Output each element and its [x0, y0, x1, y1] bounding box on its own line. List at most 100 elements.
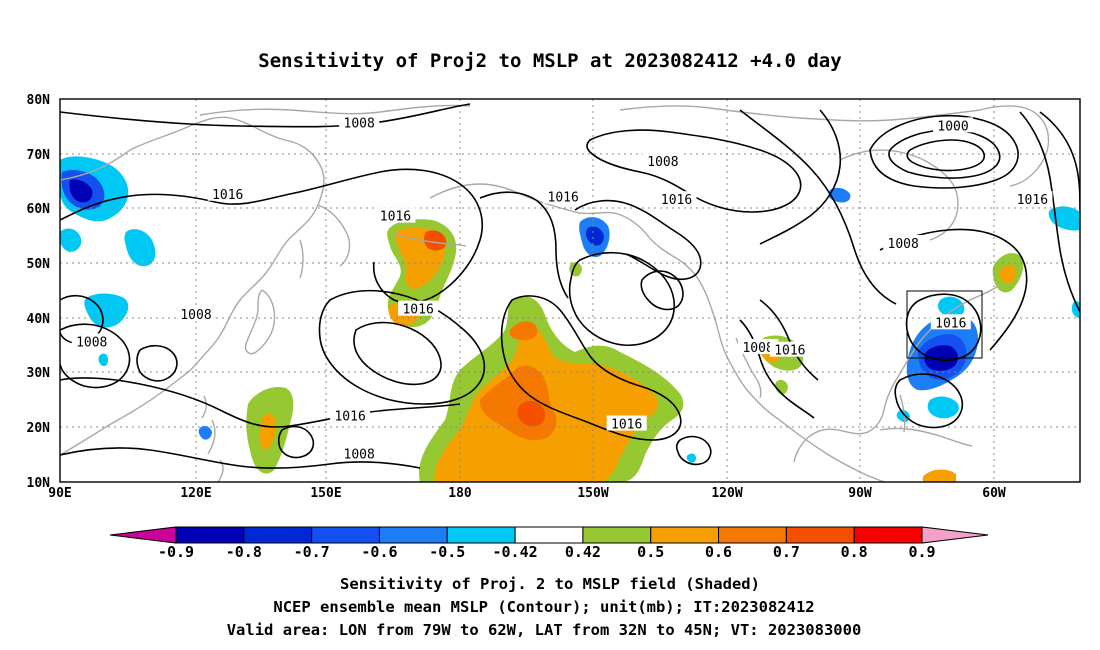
contour-line: [60, 168, 483, 304]
colorbar-swatch: [446, 526, 516, 544]
sensitivity-region: [686, 453, 696, 463]
lon-label: 60W: [982, 486, 1006, 501]
lon-label: 90E: [48, 486, 71, 501]
coastline-na-east: [793, 284, 1001, 463]
colorbar-swatch: [853, 526, 923, 544]
colorbar: [109, 526, 989, 544]
colorbar-label: 0.7: [773, 543, 800, 561]
coastline-na-west: [699, 281, 887, 482]
coastline-kamchatka: [317, 204, 351, 267]
lon-label: 180: [448, 486, 472, 501]
contour-label-bg: [606, 415, 647, 431]
colorbar-max-arrow: [921, 526, 989, 544]
colorbar-label: -0.7: [294, 543, 330, 561]
contour-labels: 1008101610161016100810081016100810161016…: [71, 114, 1053, 463]
contour-label-bg: [339, 445, 380, 461]
contour-line: [1019, 111, 1080, 313]
graticule: [60, 99, 1080, 482]
contour-label-bg: [176, 306, 216, 322]
contour-label-bg: [543, 188, 584, 204]
coastline-japan: [244, 289, 276, 355]
coastline-arctic: [619, 105, 981, 122]
colorbar-swatch: [243, 526, 313, 544]
sensitivity-region: [509, 321, 538, 340]
contour-label-bg: [339, 114, 380, 130]
colorbar-label: -0.8: [226, 543, 262, 561]
contour-line: [869, 114, 1019, 189]
lon-label: 150E: [310, 486, 341, 501]
coastline-sakhalin: [299, 239, 304, 279]
contour-line: [479, 191, 569, 299]
contour-label-bg: [769, 341, 810, 357]
contour-label: 1008: [344, 448, 375, 463]
sensitivity-region: [1072, 301, 1080, 318]
sensitivity-region: [896, 409, 910, 423]
coastline-aleutians: [394, 233, 467, 247]
colorbar-swatch: [175, 526, 245, 544]
coastlines: [60, 104, 1050, 482]
contour-label: 1016: [402, 303, 433, 318]
contour-line: [60, 447, 421, 469]
contour-line: [568, 251, 675, 346]
lon-label: 120W: [711, 486, 742, 501]
contour-line: [353, 321, 442, 386]
lat-label: 80N: [27, 93, 51, 108]
colorbar-label: 0.5: [637, 543, 664, 561]
contour-label: 1008: [888, 237, 919, 252]
contour-label: 1008: [344, 117, 375, 132]
contour-line: [60, 323, 131, 389]
colorbar-swatch: [718, 526, 787, 544]
contour-label: 1000: [937, 119, 968, 134]
map-border: [59, 98, 1081, 483]
sensitivity-region: [927, 396, 959, 419]
lat-label: 40N: [27, 312, 51, 327]
coastline-cuba: [879, 427, 973, 447]
colorbar-labels: -0.9 -0.8 -0.7 -0.6 -0.5 -0.42 0.42 0.5 0.6 0.7 0.…: [158, 543, 936, 561]
contour-label-bg: [738, 338, 779, 354]
sensitivity-region: [84, 293, 129, 328]
sensitivity-region: [517, 400, 546, 427]
caption-line-3: Valid area: LON from 79W to 62W, LAT fro…: [227, 621, 862, 639]
colorbar-min-arrow: [109, 526, 177, 544]
sensitivity-region: [938, 296, 965, 318]
colorbar-label: -0.42: [493, 543, 538, 561]
coastline-greenland: [979, 105, 1050, 187]
lon-label: 120E: [180, 486, 211, 501]
contour-label: 1008: [742, 341, 773, 356]
lat-label: 60N: [27, 202, 51, 217]
sensitivity-region: [922, 469, 956, 482]
contour-label-bg: [930, 314, 971, 330]
contour-label-bg: [656, 191, 697, 207]
contour-line: [739, 319, 815, 419]
latitude-axis: 80N 70N 60N 50N 40N 30N 20N 10N: [27, 93, 51, 491]
colorbar-label: -0.6: [361, 543, 397, 561]
contour-line: [60, 103, 471, 128]
caption-line-2: NCEP ensemble mean MSLP (Contour); unit(…: [273, 598, 814, 616]
contour-line: [759, 109, 842, 245]
contour-line: [574, 199, 702, 281]
contour-line: [136, 344, 178, 382]
contour-label: 1016: [661, 193, 692, 208]
contour-label: 1016: [334, 409, 365, 424]
sensitivity-region: [60, 228, 82, 252]
plot-title: Sensitivity of Proj2 to MSLP at 20230824…: [258, 50, 841, 72]
colorbar-swatch: [650, 526, 720, 544]
colorbar-swatch: [582, 526, 652, 544]
sensitivity-region: [98, 353, 108, 367]
sensitivity-region: [124, 229, 156, 267]
sensitivity-region: [585, 226, 604, 246]
caption-line-1: Sensitivity of Proj. 2 to MSLP field (Sh…: [340, 575, 760, 593]
contour-line: [60, 377, 461, 428]
contour-label: 1008: [647, 155, 678, 170]
lat-label: 50N: [27, 257, 51, 272]
contour-line: [318, 289, 486, 405]
longitude-axis: 90E 120E 150E 180 150W 120W 90W 60W: [48, 486, 1006, 501]
contour-label-bg: [642, 152, 683, 168]
contour-label: 1008: [76, 335, 107, 350]
contour-line: [675, 435, 712, 466]
contour-line: [277, 425, 315, 459]
coastline-siberia-north: [199, 104, 471, 116]
lon-label: 150W: [577, 486, 608, 501]
